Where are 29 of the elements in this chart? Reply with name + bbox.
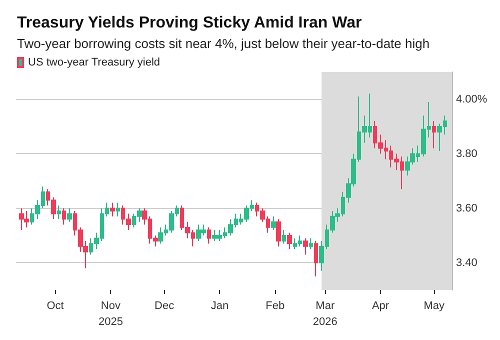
candlestick	[110, 202, 115, 217]
x-tick-label: Jan	[210, 300, 229, 312]
candlestick	[314, 240, 318, 277]
y-tick-label: 3.80	[456, 148, 478, 160]
candlestick	[207, 226, 211, 244]
candlestick	[303, 238, 308, 256]
y-tick-label: 3.40	[456, 256, 478, 269]
candlestick	[282, 230, 286, 244]
candlestick	[276, 218, 281, 247]
candlestick	[62, 208, 66, 226]
x-tick-label: Apr	[372, 300, 390, 312]
candlestick	[309, 238, 313, 250]
x-tick-label: Dec	[154, 300, 175, 312]
x-tick-label: Nov 2025	[98, 300, 123, 328]
candlestick	[67, 208, 72, 222]
candlestick	[116, 202, 120, 217]
candlestick	[271, 216, 276, 231]
candlestick	[57, 205, 61, 220]
x-tick-label: Mar 2026	[312, 300, 338, 328]
y-tick-label: 4.00%	[456, 93, 488, 106]
chart-subtitle: Two-year borrowing costs sit near 4%, just below their year-to-date high	[17, 36, 430, 51]
chart-title: Treasury Yields Proving Sticky Amid Iran War	[17, 14, 362, 32]
x-tick-label: Feb	[266, 300, 285, 312]
x-tick-label: May	[424, 300, 446, 312]
y-tick-label: 3.60	[456, 202, 478, 214]
x-tick-label: Oct	[46, 300, 64, 312]
legend-label: US two-year Treasury yield	[28, 56, 160, 68]
candlestick	[432, 120, 436, 149]
candlestick	[287, 232, 292, 250]
